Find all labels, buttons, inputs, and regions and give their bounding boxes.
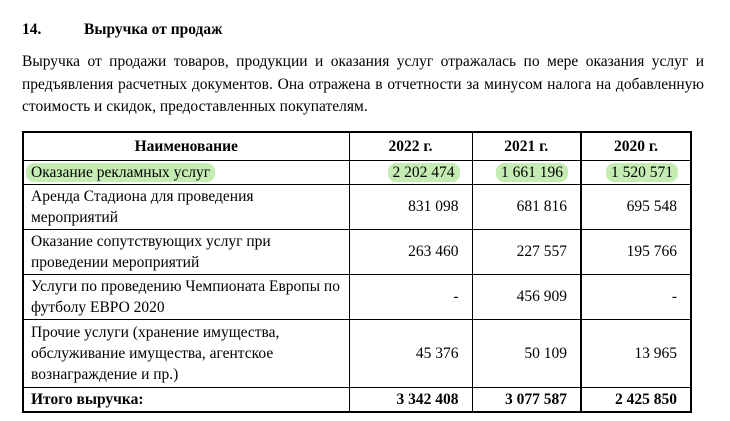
highlight-mark: 2 202 474 — [387, 162, 460, 182]
row-value: 3 342 408 — [348, 386, 473, 412]
row-value: - — [580, 273, 692, 320]
paragraph-line: Выручка от продажи товаров, продукции и … — [22, 53, 704, 70]
row-label: Прочие услуги (хранение имущества, обслу… — [22, 318, 350, 388]
row-value: 1 661 196 — [471, 159, 582, 185]
header-row: Наименование 2022 г. 2021 г. 2020 г. — [22, 131, 692, 161]
revenue-table-body: Оказание рекламных услуг 2 202 474 1 661 1… — [22, 159, 692, 412]
row-value: 227 557 — [471, 228, 582, 275]
row-value: 195 766 — [580, 228, 692, 275]
row-label: Услуги по проведению Чемпионата Европы п… — [22, 273, 350, 320]
row-label: Итого выручка: — [22, 386, 350, 412]
revenue-table-header: Наименование 2022 г. 2021 г. 2020 г. — [22, 131, 692, 161]
row-label: Аренда Стадиона для проведения мероприят… — [22, 183, 350, 230]
table-row: Прочие услуги (хранение имущества, обслу… — [22, 318, 692, 388]
row-value: 2 425 850 — [580, 386, 692, 412]
header-2020: 2020 г. — [580, 131, 692, 161]
section-title: Выручка от продаж — [84, 21, 223, 38]
row-value: - — [348, 273, 473, 320]
table-row: Оказание сопутствующих услуг при проведе… — [22, 228, 692, 275]
row-value: 1 520 571 — [580, 159, 692, 185]
header-name: Наименование — [22, 131, 350, 161]
table-row: Итого выручка: 3 342 408 3 077 587 2 425 85… — [22, 386, 692, 412]
row-value: 13 965 — [580, 318, 692, 388]
paragraph-line: предъявления расчетных документов. Она о… — [22, 75, 704, 93]
paragraph-line: стоимость и скидок, предоставленных поку… — [22, 98, 368, 115]
row-value: 45 376 — [348, 318, 473, 388]
revenue-table: Наименование 2022 г. 2021 г. 2020 г. Ока… — [22, 131, 692, 413]
section-heading: 14. Выручка от продаж — [22, 20, 222, 40]
table-row: Услуги по проведению Чемпионата Европы п… — [22, 273, 692, 320]
row-label: Оказание рекламных услуг — [22, 159, 350, 185]
row-label: Оказание сопутствующих услуг при проведе… — [22, 228, 350, 275]
table-row: Аренда Стадиона для проведения мероприят… — [22, 183, 692, 230]
row-value: 681 816 — [471, 183, 582, 230]
row-value: 2 202 474 — [348, 159, 473, 185]
row-value: 695 548 — [580, 183, 692, 230]
highlight-mark: Оказание рекламных услуг — [26, 162, 216, 182]
header-2022: 2022 г. — [348, 131, 473, 161]
row-value: 50 109 — [471, 318, 582, 388]
row-value: 831 098 — [348, 183, 473, 230]
row-value: 3 077 587 — [471, 386, 582, 412]
table-row: Оказание рекламных услуг 2 202 474 1 661 1… — [22, 159, 692, 185]
row-value: 263 460 — [348, 228, 473, 275]
highlight-mark: 1 661 196 — [496, 162, 568, 182]
intro-paragraph: Выручка от продажи товаров, продукции и … — [22, 51, 704, 119]
header-2021: 2021 г. — [471, 131, 582, 161]
row-value: 456 909 — [471, 273, 582, 320]
highlight-mark: 1 520 571 — [606, 162, 678, 182]
section-number: 14. — [22, 21, 42, 38]
